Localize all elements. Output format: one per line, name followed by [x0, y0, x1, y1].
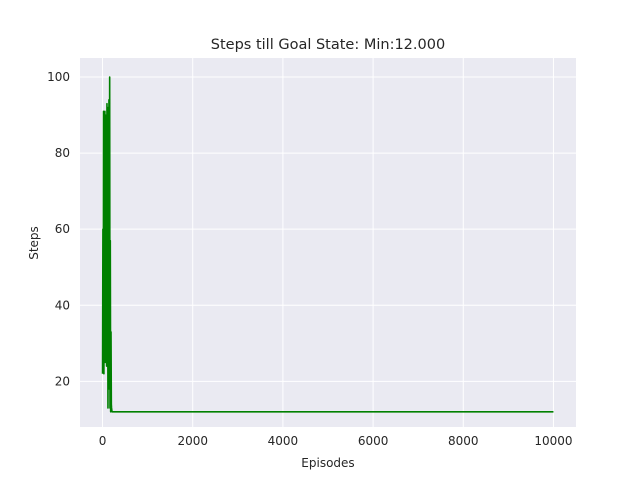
- x-tick-label: 0: [99, 434, 107, 448]
- y-tick-label: 100: [47, 70, 70, 84]
- plot-background: [80, 58, 576, 427]
- tick-labels: 0 2000 4000 6000 8000 10000 20 40 60 80 100: [47, 70, 572, 448]
- x-tick-label: 8000: [448, 434, 479, 448]
- chart-title: Steps till Goal State: Min:12.000: [211, 37, 445, 53]
- y-tick-label: 80: [55, 146, 70, 160]
- y-axis-label: Steps: [27, 226, 41, 260]
- series-line: [101, 76, 554, 413]
- y-tick-label: 20: [55, 374, 70, 388]
- x-axis-label: Episodes: [301, 456, 354, 470]
- y-tick-label: 60: [55, 222, 70, 236]
- x-tick-label: 4000: [268, 434, 299, 448]
- x-tick-label: 6000: [358, 434, 389, 448]
- x-tick-label: 10000: [534, 434, 572, 448]
- series-layer: [101, 76, 554, 413]
- x-tick-label: 2000: [177, 434, 208, 448]
- grid-lines: [80, 58, 576, 427]
- y-tick-label: 40: [55, 298, 70, 312]
